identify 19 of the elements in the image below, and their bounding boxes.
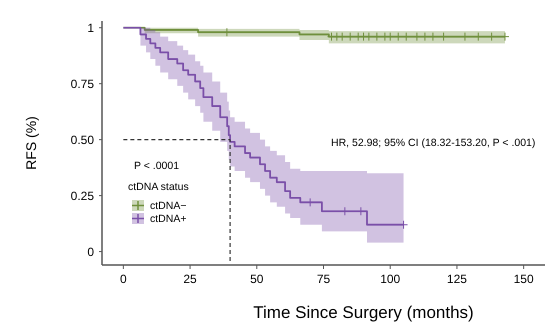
annotation: HR, 52.98; 95% CI (18.32-153.20, P < .001) bbox=[331, 137, 536, 149]
legend-label: ctDNA− bbox=[150, 200, 186, 212]
x-tick-label: 50 bbox=[250, 272, 264, 286]
y-tick-label: 0.50 bbox=[70, 132, 94, 147]
x-tick-label: 0 bbox=[120, 272, 128, 286]
y-tick-label: 0.25 bbox=[70, 188, 94, 203]
x-tick-label: 100 bbox=[380, 272, 401, 286]
y-tick-label: 1 bbox=[87, 20, 94, 35]
y-tick-label: 0 bbox=[87, 244, 94, 259]
legend-title: ctDNA status bbox=[128, 181, 189, 193]
y-tick-label: 0.75 bbox=[70, 76, 94, 91]
x-tick-label: 25 bbox=[183, 272, 198, 286]
legend-label: ctDNA+ bbox=[150, 213, 186, 225]
x-axis-title: Time Since Surgery (months) bbox=[253, 303, 474, 322]
x-tick-label: 150 bbox=[514, 272, 534, 286]
y-axis-title: RFS (%) bbox=[23, 116, 39, 170]
x-tick-label: 125 bbox=[446, 272, 468, 286]
annotation: P < .0001 bbox=[134, 160, 180, 172]
x-tick-label: 75 bbox=[316, 272, 330, 286]
